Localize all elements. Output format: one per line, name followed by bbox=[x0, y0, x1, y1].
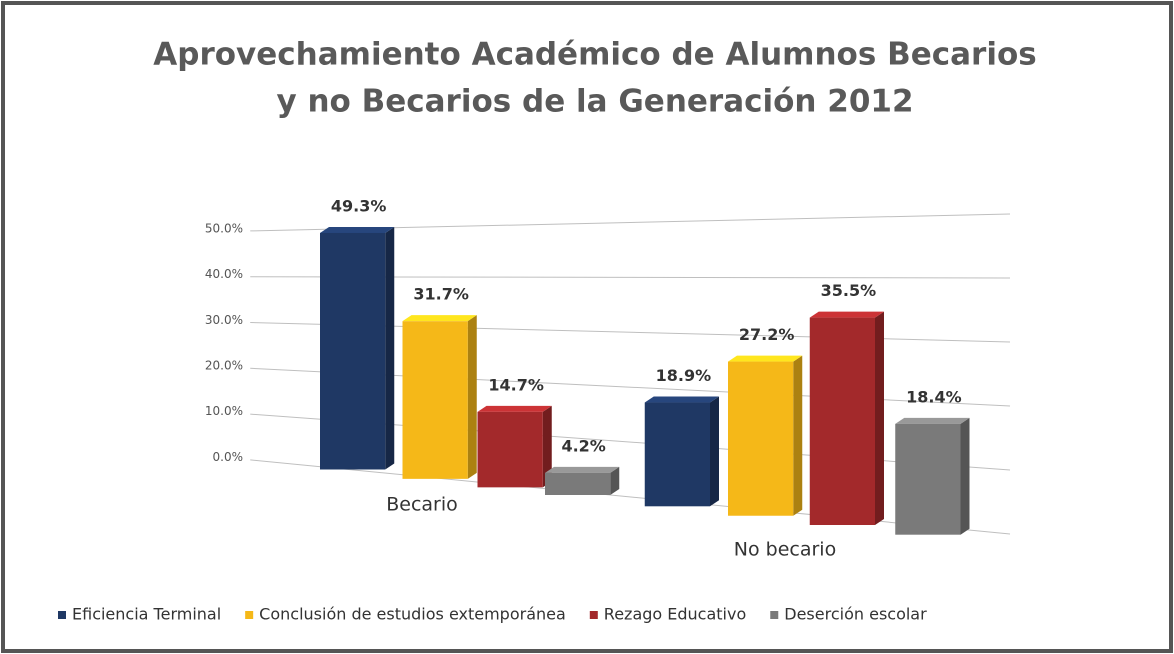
bar bbox=[320, 232, 386, 470]
bar-side bbox=[875, 311, 884, 526]
legend-swatch bbox=[589, 611, 598, 619]
bar bbox=[477, 411, 543, 488]
bar bbox=[545, 472, 611, 495]
bar-side bbox=[610, 466, 620, 495]
legend-swatch bbox=[770, 611, 779, 619]
data-label: 27.2% bbox=[739, 325, 795, 344]
bar-top bbox=[809, 311, 884, 318]
bar-top bbox=[402, 315, 477, 322]
bar-side bbox=[710, 396, 719, 507]
legend-label: Conclusión de estudios extemporánea bbox=[259, 605, 566, 624]
data-label: 18.9% bbox=[656, 366, 712, 385]
legend-swatch bbox=[58, 611, 66, 619]
data-label: 35.5% bbox=[821, 281, 877, 300]
bar-top bbox=[320, 226, 395, 233]
bar-top bbox=[895, 417, 970, 424]
data-label: 18.4% bbox=[906, 387, 962, 406]
bar-top bbox=[728, 355, 803, 362]
legend-label: Rezago Educativo bbox=[604, 605, 746, 624]
y-tick-label: 0.0% bbox=[213, 450, 244, 464]
legend-label: Deserción escolar bbox=[784, 605, 927, 624]
bar bbox=[728, 361, 794, 516]
chart-title: y no Becarios de la Generación 2012 bbox=[276, 84, 913, 120]
y-tick-label: 20.0% bbox=[205, 358, 243, 372]
grid-line bbox=[250, 459, 1011, 535]
bar-top bbox=[644, 396, 719, 403]
bar-side bbox=[542, 405, 552, 488]
data-label: 49.3% bbox=[331, 196, 387, 215]
bar bbox=[895, 423, 961, 535]
bar-side bbox=[467, 315, 477, 479]
bar-top bbox=[545, 466, 620, 473]
bar-side bbox=[793, 355, 803, 516]
data-label: 31.7% bbox=[413, 285, 469, 304]
bar bbox=[809, 317, 875, 526]
data-label: 4.2% bbox=[561, 436, 605, 455]
bar-top bbox=[477, 405, 552, 412]
bar bbox=[402, 321, 468, 479]
data-label: 14.7% bbox=[488, 375, 544, 394]
bar-side bbox=[960, 417, 970, 535]
legend-label: Eficiencia Terminal bbox=[72, 605, 221, 624]
x-tick-label: No becario bbox=[734, 539, 836, 561]
y-tick-label: 10.0% bbox=[205, 404, 243, 418]
chart-title: Aprovechamiento Académico de Alumnos Bec… bbox=[153, 37, 1036, 73]
x-tick-label: Becario bbox=[386, 494, 458, 516]
y-tick-label: 40.0% bbox=[205, 267, 243, 281]
bar-side bbox=[385, 226, 395, 470]
legend-swatch bbox=[245, 611, 254, 619]
y-tick-label: 30.0% bbox=[205, 313, 243, 327]
bar bbox=[644, 402, 710, 507]
y-tick-label: 50.0% bbox=[205, 221, 243, 235]
